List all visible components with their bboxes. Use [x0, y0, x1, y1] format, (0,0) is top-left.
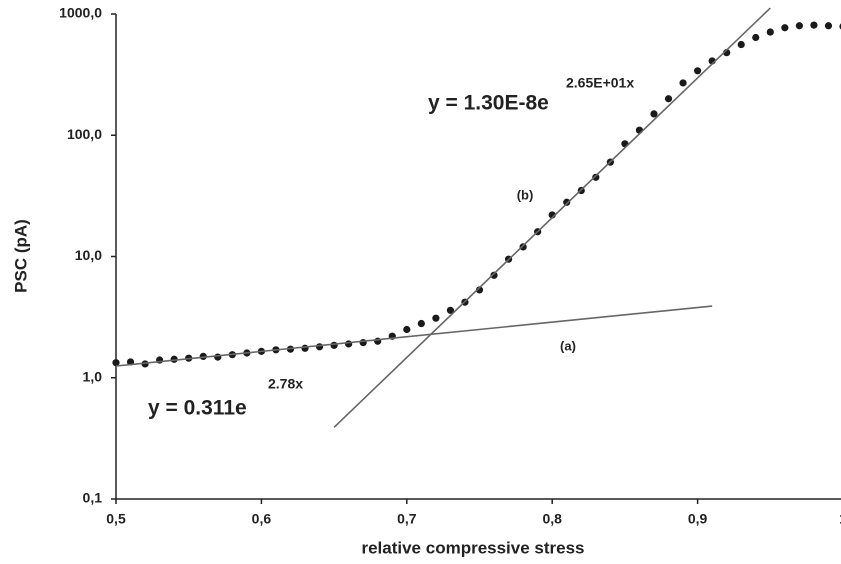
data-point	[650, 110, 658, 118]
x-axis-title: relative compressive stress	[361, 538, 584, 557]
y-axis-title: PSC (pA)	[11, 219, 30, 293]
data-point	[694, 67, 702, 75]
data-point	[810, 21, 818, 29]
trend-line	[115, 305, 713, 367]
trend-equation: y = 1.30E-8e	[428, 92, 549, 115]
data-point	[519, 243, 527, 251]
data-point	[592, 173, 600, 181]
data-point	[490, 271, 498, 279]
data-point	[315, 343, 324, 351]
data-point	[752, 33, 760, 42]
trend-label: (b)	[517, 187, 534, 202]
data-point	[475, 286, 484, 294]
data-point	[214, 353, 222, 361]
data-point	[664, 95, 673, 103]
data-point	[824, 22, 833, 30]
trend-label: (a)	[560, 338, 576, 353]
data-point	[359, 338, 367, 347]
x-tick-label: 0,6	[252, 511, 272, 527]
x-tick-label: 0,7	[397, 511, 417, 527]
y-tick-label: 100,0	[67, 126, 102, 142]
x-tick-label: 0,8	[542, 511, 562, 527]
data-point	[781, 24, 789, 32]
y-tick-label: 0,1	[83, 490, 103, 506]
data-point	[766, 28, 774, 36]
y-tick-label: 1,0	[83, 368, 103, 384]
data-point	[737, 40, 745, 49]
trend-equation: y = 0.311e	[148, 397, 247, 420]
data-point	[345, 340, 353, 348]
trend-line	[333, 7, 771, 428]
data-point	[417, 319, 425, 328]
data-point	[112, 359, 120, 367]
x-tick-label: 1	[839, 511, 841, 527]
data-point	[446, 306, 455, 314]
y-tick-label: 10,0	[75, 247, 102, 263]
x-tick-label: 0,9	[688, 511, 708, 527]
data-point	[679, 79, 687, 87]
data-point	[403, 325, 411, 334]
x-tick-label: 0,5	[106, 511, 126, 527]
data-point	[563, 198, 571, 206]
trend-exponent: 2.65E+01x	[566, 75, 634, 91]
y-tick-label: 1000,0	[59, 5, 102, 21]
trend-exponent: 2.78x	[268, 376, 303, 392]
data-point	[301, 344, 309, 352]
data-point	[795, 22, 803, 30]
data-point	[432, 314, 440, 322]
data-point	[330, 341, 338, 349]
